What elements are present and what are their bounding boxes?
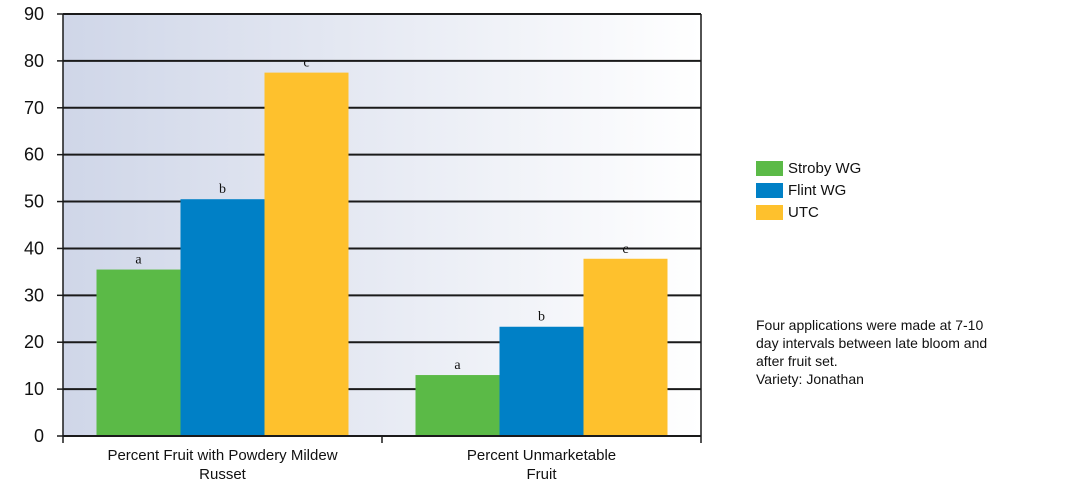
y-tick-label: 80 <box>24 51 44 71</box>
x-tick-label: Fruit <box>527 466 558 483</box>
data-label: a <box>135 253 142 268</box>
legend-item: UTC <box>756 201 861 223</box>
data-label: a <box>454 358 461 373</box>
data-label: b <box>538 310 545 325</box>
legend-item: Stroby WG <box>756 157 861 179</box>
bar <box>264 72 349 436</box>
y-tick-label: 30 <box>24 285 44 305</box>
legend: Stroby WG Flint WG UTC <box>756 157 861 223</box>
y-tick-label: 10 <box>24 379 44 399</box>
bar-chart: a b c a b c 0 10 20 30 40 50 60 70 80 90 Percent Fruit … <box>24 4 702 483</box>
note-line: after fruit set. <box>756 353 838 369</box>
legend-label: Flint WG <box>788 181 847 199</box>
bar <box>583 258 668 436</box>
legend-swatch-flint <box>756 182 783 198</box>
y-tick-label: 70 <box>24 98 44 118</box>
y-tick-label: 20 <box>24 332 44 352</box>
legend-swatch-stroby <box>756 160 783 176</box>
legend-label: Stroby WG <box>788 159 862 177</box>
data-label: b <box>219 182 226 197</box>
y-tick-label: 40 <box>24 238 44 258</box>
y-tick-label: 60 <box>24 145 44 165</box>
data-label: c <box>303 56 309 71</box>
y-tick-label: 90 <box>24 4 44 24</box>
legend-swatch-utc <box>756 204 783 220</box>
x-tick-label: Percent Fruit with Powdery Mildew <box>107 447 337 464</box>
y-tick-label: 50 <box>24 192 44 212</box>
bar <box>180 199 265 436</box>
y-tick-label: 0 <box>34 426 44 446</box>
note-line: Variety: Jonathan <box>756 371 864 387</box>
bar <box>499 326 584 436</box>
data-label: c <box>622 242 628 257</box>
chart-note: Four applications were made at 7-10 day … <box>756 316 1061 388</box>
x-tick-label: Russet <box>199 466 247 483</box>
legend-label: UTC <box>788 203 819 221</box>
legend-item: Flint WG <box>756 179 861 201</box>
note-line: Four applications were made at 7-10 <box>756 317 984 333</box>
x-tick-label: Percent Unmarketable <box>467 447 616 464</box>
note-line: day intervals between late bloom and <box>756 335 988 351</box>
bar <box>96 269 181 436</box>
bar <box>415 375 500 436</box>
